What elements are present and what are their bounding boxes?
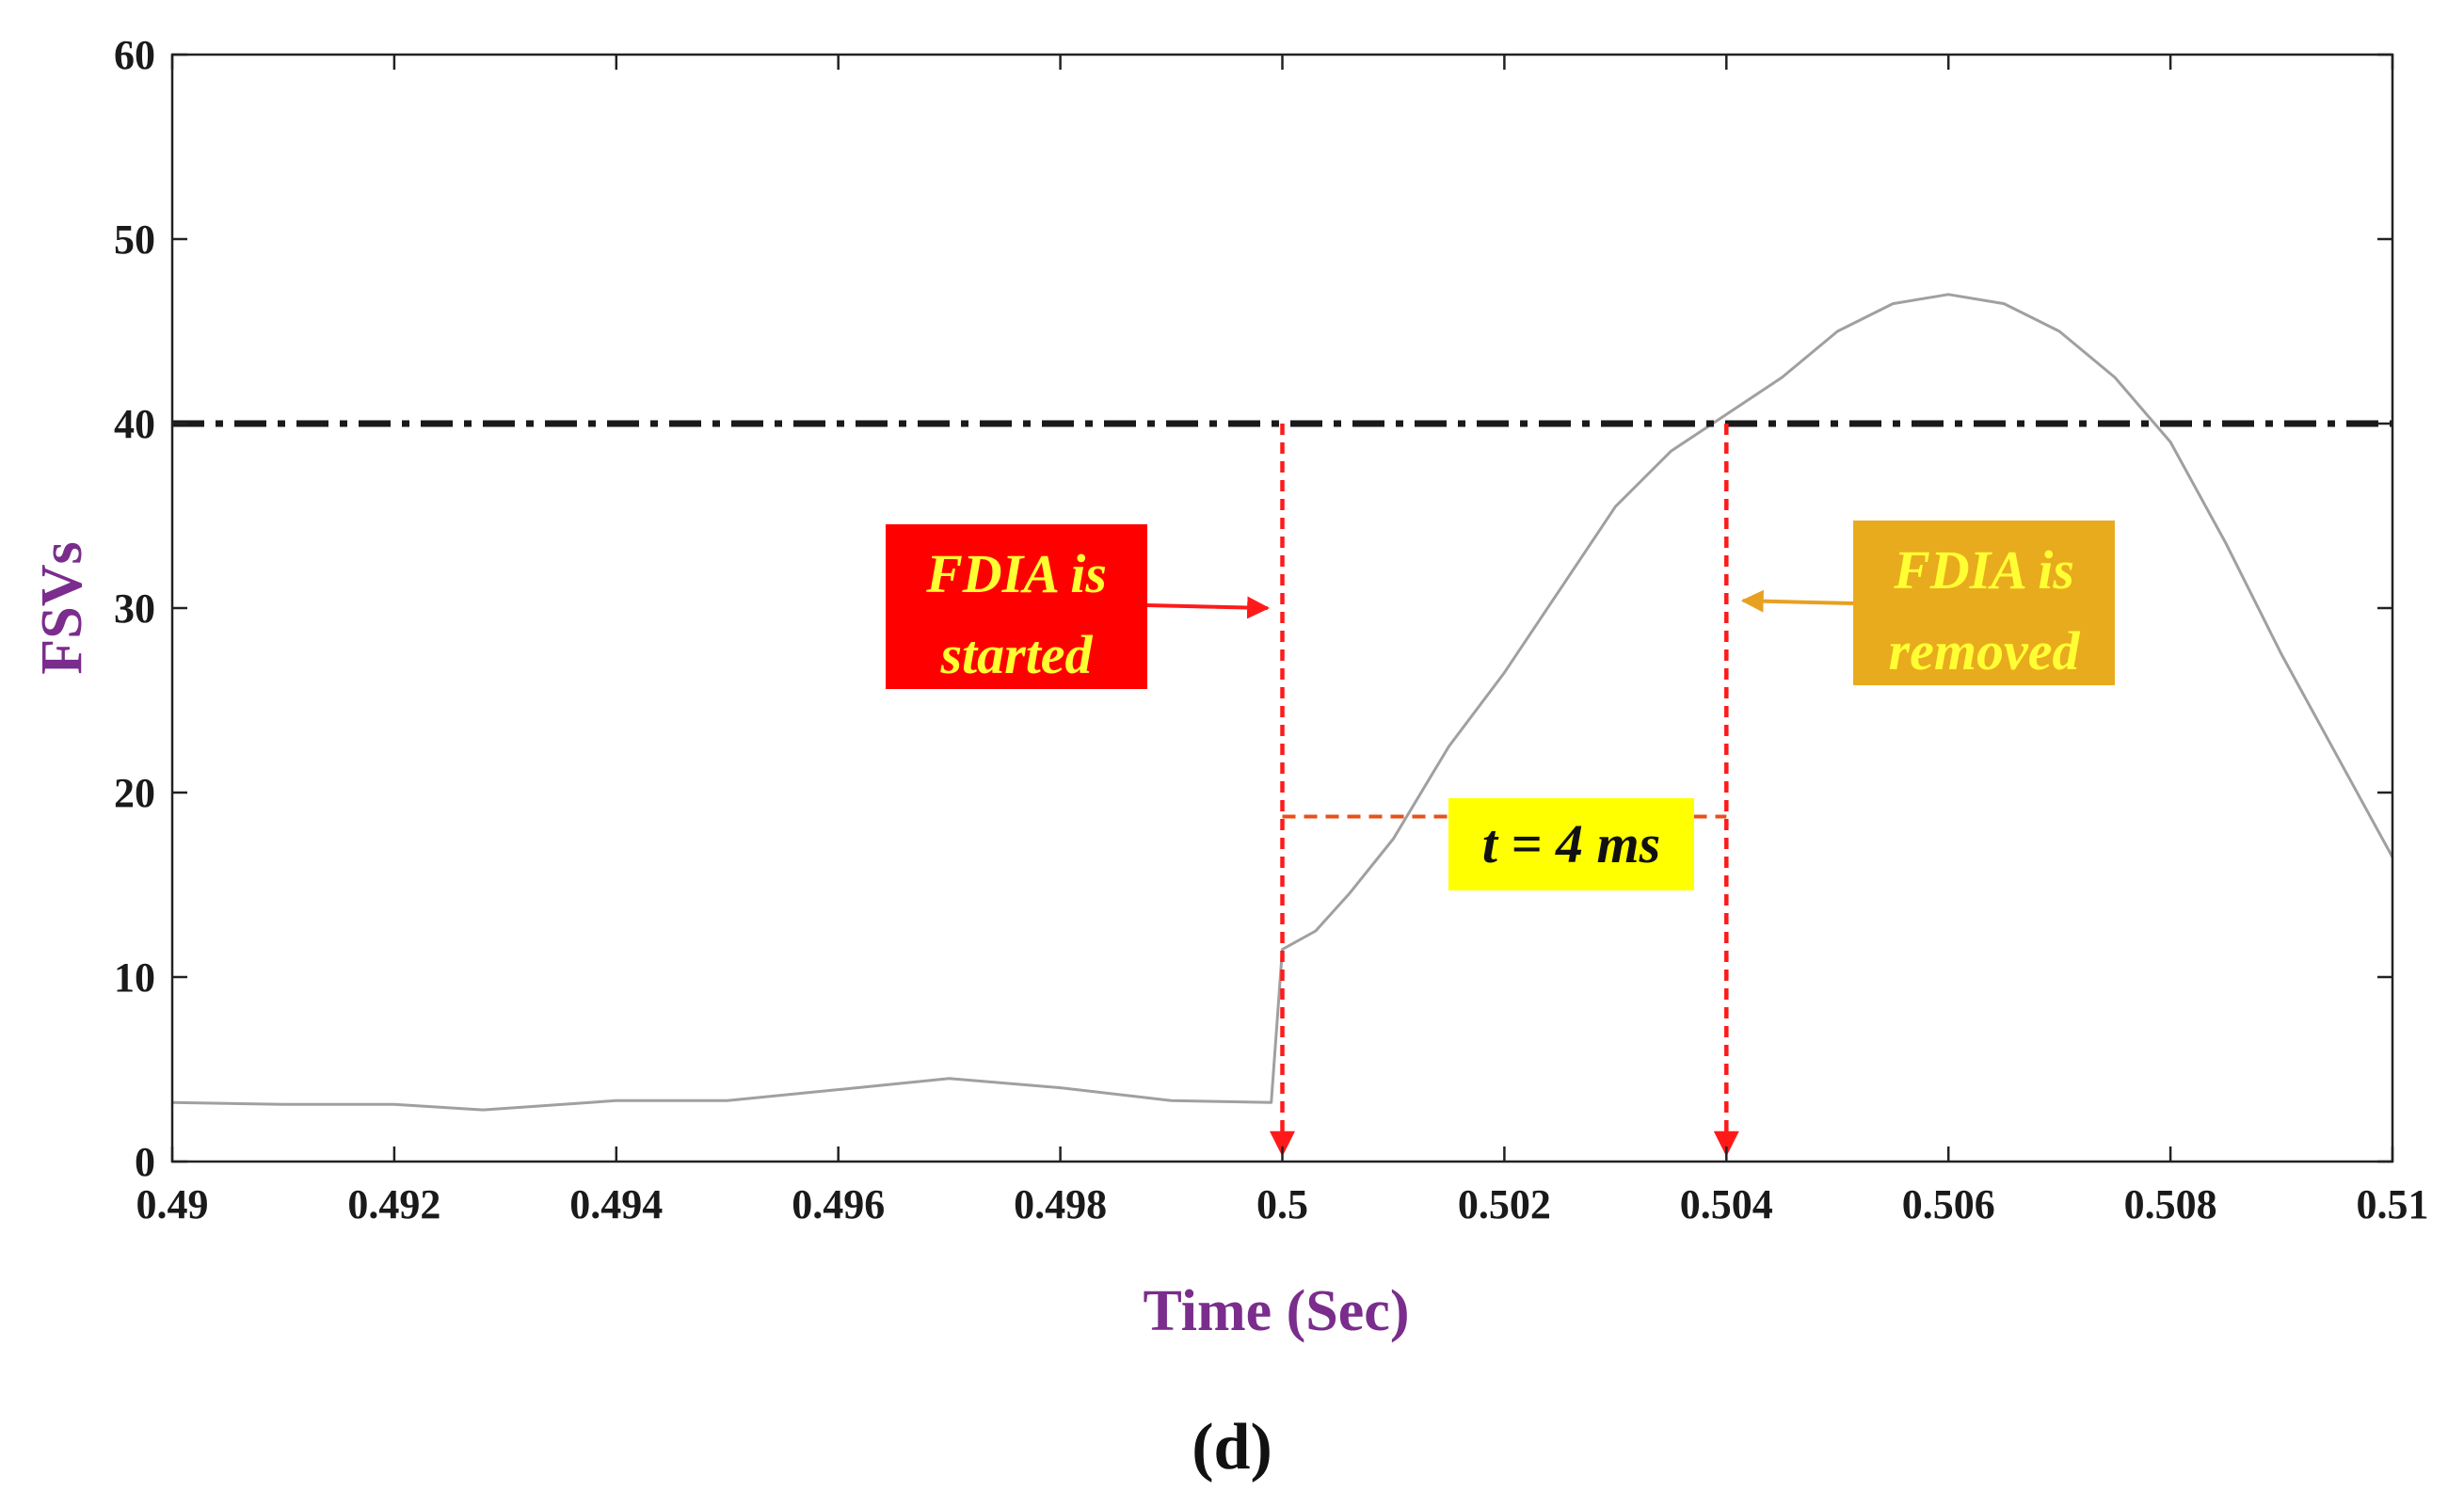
y-tick-label: 60 bbox=[114, 32, 155, 78]
x-tick-label: 0.502 bbox=[1458, 1181, 1551, 1227]
annotation-removed-text: FDIA is bbox=[1893, 539, 2074, 601]
annotation-layer: FDIA is started FDIA is removed t = 4 ms bbox=[886, 521, 2115, 890]
x-tick-label: 0.5 bbox=[1256, 1181, 1308, 1227]
x-tick-label: 0.504 bbox=[1680, 1181, 1773, 1227]
x-tick-label: 0.506 bbox=[1902, 1181, 1995, 1227]
series-line-fsvs bbox=[171, 293, 2394, 1112]
x-axis-label: Time (Sec) bbox=[1144, 1279, 1410, 1343]
annotation-duration-text: t = 4 ms bbox=[1482, 813, 1660, 874]
annotation-duration-box bbox=[1448, 798, 1694, 890]
y-tick-label: 0 bbox=[135, 1139, 155, 1185]
annotation-start-box bbox=[886, 524, 1147, 689]
marker-layer bbox=[1270, 424, 1739, 1157]
x-tick-label: 0.494 bbox=[569, 1181, 663, 1227]
tick-layer: 0.49 0.492 0.494 0.496 0.498 0.5 0.502 0.504 0.5… bbox=[114, 32, 2429, 1227]
x-tick-label: 0.496 bbox=[792, 1181, 885, 1227]
x-tick-label: 0.492 bbox=[347, 1181, 440, 1227]
y-tick-label: 20 bbox=[114, 770, 155, 816]
y-axis-label: FSVs bbox=[30, 541, 94, 674]
annotation-removed-text: removed bbox=[1889, 620, 2081, 681]
annotation-duration: t = 4 ms bbox=[1448, 798, 1694, 890]
y-tick-label: 10 bbox=[114, 954, 155, 1001]
y-tick-label: 50 bbox=[114, 216, 155, 263]
y-tick-label: 30 bbox=[114, 585, 155, 632]
x-tick-label: 0.508 bbox=[2124, 1181, 2217, 1227]
annotation-removed-arrow bbox=[1740, 589, 1854, 613]
panel-label: (d) bbox=[1192, 1411, 1272, 1483]
annotation-removed-box bbox=[1853, 521, 2115, 685]
annotation-start-text: started bbox=[939, 624, 1093, 685]
x-tick-label: 0.51 bbox=[2357, 1181, 2429, 1227]
x-tick-label: 0.498 bbox=[1014, 1181, 1107, 1227]
annotation-removed: FDIA is removed bbox=[1740, 521, 2115, 685]
annotation-start-text: FDIA is bbox=[925, 543, 1107, 604]
annotation-start: FDIA is started bbox=[886, 524, 1271, 689]
annotation-start-arrow bbox=[1146, 596, 1271, 619]
y-tick-label: 40 bbox=[114, 401, 155, 447]
x-tick-label: 0.49 bbox=[136, 1181, 209, 1227]
series-layer bbox=[171, 293, 2394, 1112]
